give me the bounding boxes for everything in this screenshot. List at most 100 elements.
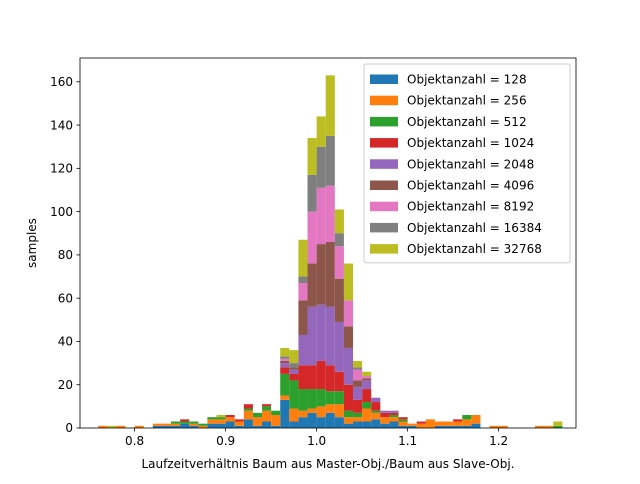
bar-series-5-bin-21 [289, 367, 299, 370]
bar-series-2-bin-25 [325, 391, 335, 405]
bar-series-6-bin-26 [334, 246, 344, 279]
legend-swatch [370, 138, 398, 148]
legend-swatch [370, 95, 398, 106]
bar-series-1-bin-27 [343, 417, 354, 424]
bar-series-0-bin-34 [407, 425, 417, 428]
bar-series-0-bin-16 [243, 419, 253, 428]
bar-series-7-bin-26 [334, 233, 344, 247]
bar-series-3-bin-22 [298, 365, 308, 390]
y-tick-label: 160 [50, 75, 73, 89]
y-tick-label: 140 [50, 118, 73, 132]
bar-series-1-bin-16 [243, 410, 253, 420]
bar-series-3-bin-16 [243, 404, 253, 409]
bar-series-4-bin-29 [362, 380, 372, 390]
bar-series-0-bin-8 [171, 425, 181, 428]
bar-series-0-bin-19 [271, 425, 281, 428]
bar-series-3-bin-31 [380, 412, 390, 418]
bar-series-1-bin-36 [425, 419, 435, 428]
legend-label: Objektanzahl = 1024 [407, 136, 534, 150]
bar-series-0-bin-9 [180, 423, 190, 428]
bar-series-0-bin-17 [252, 425, 263, 428]
bar-series-2-bin-12 [207, 417, 217, 420]
legend-label: Objektanzahl = 32768 [407, 242, 542, 256]
bar-series-2-bin-18 [262, 406, 272, 411]
bar-series-8-bin-28 [353, 360, 363, 368]
bar-series-3-bin-14 [225, 415, 235, 418]
bar-series-3-bin-24 [316, 360, 326, 390]
legend-label: Objektanzahl = 2048 [407, 157, 534, 171]
bar-series-2-bin-33 [398, 419, 408, 422]
x-tick-label: 1.1 [398, 434, 417, 448]
bar-series-6-bin-23 [307, 211, 317, 264]
bar-series-6-bin-27 [343, 300, 354, 327]
bar-series-7-bin-22 [298, 276, 308, 284]
bar-series-1-bin-22 [298, 410, 308, 418]
x-tick-label: 1.2 [489, 434, 508, 448]
bar-series-1-bin-33 [398, 421, 408, 426]
bar-series-0-bin-37 [434, 425, 445, 428]
bar-series-0-bin-7 [161, 425, 172, 428]
bar-series-8-bin-29 [362, 371, 372, 377]
bar-series-2-bin-26 [334, 391, 344, 405]
bar-series-8-bin-13 [216, 415, 226, 418]
bar-series-3-bin-9 [180, 419, 190, 422]
x-tick-label: 0.8 [125, 434, 144, 448]
legend-swatch [370, 201, 398, 212]
bar-series-1-bin-13 [216, 419, 226, 424]
bar-series-6-bin-22 [298, 283, 308, 301]
bar-series-4-bin-28 [353, 386, 363, 400]
bar-series-0-bin-13 [216, 423, 226, 428]
bar-series-3-bin-20 [280, 367, 290, 374]
y-tick-label: 0 [65, 421, 73, 435]
bar-series-3-bin-15 [234, 419, 244, 422]
bar-series-0-bin-24 [316, 417, 326, 428]
bar-series-3-bin-30 [371, 402, 381, 411]
bar-series-0-bin-6 [152, 425, 162, 428]
bar-series-1-bin-14 [225, 417, 235, 422]
bar-series-2-bin-21 [289, 380, 299, 409]
legend-label: Objektanzahl = 4096 [407, 179, 534, 193]
legend-swatch [370, 244, 398, 254]
bar-series-7-bin-21 [289, 363, 299, 368]
legend-label: Objektanzahl = 512 [407, 115, 527, 129]
bar-series-1-bin-28 [353, 417, 363, 422]
bar-series-8-bin-25 [325, 75, 335, 136]
bar-series-0-bin-23 [307, 412, 317, 428]
bar-series-2-bin-32 [389, 415, 399, 418]
bar-series-2-bin-16 [243, 408, 253, 411]
bar-series-7-bin-28 [353, 367, 363, 370]
bar-series-3-bin-23 [307, 365, 317, 390]
bar-series-1-bin-8 [171, 423, 181, 426]
bar-series-8-bin-27 [343, 263, 354, 301]
bar-series-0-bin-28 [353, 421, 363, 428]
bar-series-1-bin-17 [252, 417, 263, 426]
x-axis: 0.8 0.9 1.0 1.1 1.2 [125, 428, 508, 448]
bars-layer [98, 75, 563, 428]
bar-series-1-bin-4 [134, 425, 144, 428]
bar-series-1-bin-35 [416, 423, 426, 428]
bar-series-4-bin-20 [280, 363, 290, 368]
bar-series-0-bin-26 [334, 417, 344, 428]
bar-series-2-bin-11 [198, 423, 208, 426]
bar-series-2-bin-24 [316, 389, 326, 407]
bar-series-0-bin-38 [444, 425, 454, 428]
legend-swatch [370, 116, 398, 127]
y-tick-label: 120 [50, 162, 73, 176]
bar-series-5-bin-22 [298, 300, 308, 335]
bar-series-0-bin-10 [189, 425, 199, 428]
bar-series-8-bin-21 [289, 350, 299, 364]
bar-series-1-bin-11 [198, 425, 208, 428]
bar-series-4-bin-31 [380, 410, 390, 413]
bar-series-4-bin-30 [371, 397, 381, 403]
bar-series-0-bin-20 [280, 399, 290, 428]
bar-series-3-bin-39 [453, 419, 463, 422]
bar-series-5-bin-23 [307, 263, 317, 307]
bar-series-1-bin-38 [444, 421, 454, 426]
bar-series-0-bin-31 [380, 423, 390, 428]
y-tick-label: 40 [58, 335, 73, 349]
bar-series-1-bin-37 [434, 421, 445, 426]
bar-series-5-bin-27 [343, 326, 354, 348]
bar-series-1-bin-12 [207, 419, 217, 424]
bar-series-3-bin-33 [398, 417, 408, 420]
